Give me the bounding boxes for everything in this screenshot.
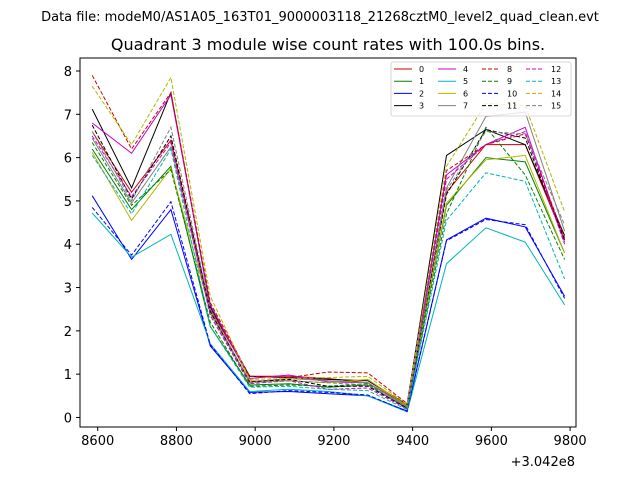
x-tick-label: 9000 [239, 434, 272, 449]
x-axis: 8600 8800 9000 9200 9400 9600 9800 [81, 427, 587, 449]
y-tick-label: 5 [64, 195, 72, 210]
x-tick-label: 8600 [81, 434, 114, 449]
legend-label-15: 15 [551, 102, 561, 111]
x-tick-label: 9200 [317, 434, 350, 449]
series-line-1 [91, 148, 566, 409]
legend-label-7: 7 [463, 102, 468, 111]
chart-title: Quadrant 3 module wise count rates with … [111, 35, 545, 54]
series-line-10 [91, 200, 566, 413]
series-line-11 [91, 124, 566, 409]
legend-label-13: 13 [551, 77, 561, 86]
legend-label-8: 8 [507, 65, 512, 74]
legend-label-2: 2 [419, 89, 424, 98]
series-line-2 [91, 195, 566, 412]
x-offset-label: +3.042e8 [511, 455, 575, 470]
series-line-13 [91, 147, 566, 411]
y-tick-label: 0 [64, 411, 72, 426]
legend-label-11: 11 [507, 102, 517, 111]
x-tick-label: 8800 [160, 434, 193, 449]
legend-label-10: 10 [507, 89, 517, 98]
legend-label-1: 1 [419, 77, 424, 86]
y-tick-label: 1 [64, 368, 72, 383]
legend-box [390, 61, 572, 117]
legend-label-3: 3 [419, 102, 424, 111]
legend-label-9: 9 [507, 77, 512, 86]
series-line-15 [91, 125, 566, 408]
data-file-label: Data file: modeM0/AS1A05_163T01_90000031… [41, 10, 599, 25]
y-tick-label: 3 [64, 282, 72, 297]
series-line-5 [91, 212, 566, 413]
legend-label-4: 4 [463, 65, 468, 74]
series-line-8 [91, 75, 566, 405]
axes-frame [79, 57, 577, 428]
y-tick-label: 6 [64, 152, 72, 167]
legend-label-6: 6 [463, 89, 468, 98]
legend-label-12: 12 [551, 65, 561, 74]
x-tick-label: 9800 [554, 434, 587, 449]
series-layer [91, 75, 566, 413]
series-line-12 [91, 130, 566, 410]
series-line-7 [91, 111, 566, 408]
y-tick-label: 2 [64, 325, 72, 340]
legend-label-0: 0 [419, 65, 424, 74]
legend-label-5: 5 [463, 77, 468, 86]
y-tick-label: 7 [64, 108, 72, 123]
x-tick-label: 9400 [396, 434, 429, 449]
series-line-9 [91, 126, 566, 410]
legend-label-14: 14 [551, 89, 561, 98]
x-tick-label: 9600 [475, 434, 508, 449]
y-axis: 0 1 2 3 4 5 6 7 8 [64, 65, 80, 426]
y-tick-label: 8 [64, 65, 72, 80]
y-tick-label: 4 [64, 238, 72, 253]
